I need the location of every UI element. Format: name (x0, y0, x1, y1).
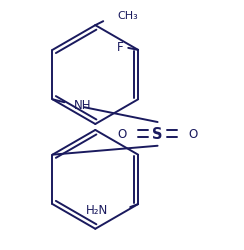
Text: H₂N: H₂N (86, 203, 108, 216)
Text: NH: NH (74, 98, 92, 111)
Text: O: O (189, 128, 198, 141)
Text: O: O (117, 128, 127, 141)
Text: S: S (152, 127, 163, 142)
Text: CH₃: CH₃ (117, 11, 138, 21)
Text: F: F (117, 41, 124, 54)
